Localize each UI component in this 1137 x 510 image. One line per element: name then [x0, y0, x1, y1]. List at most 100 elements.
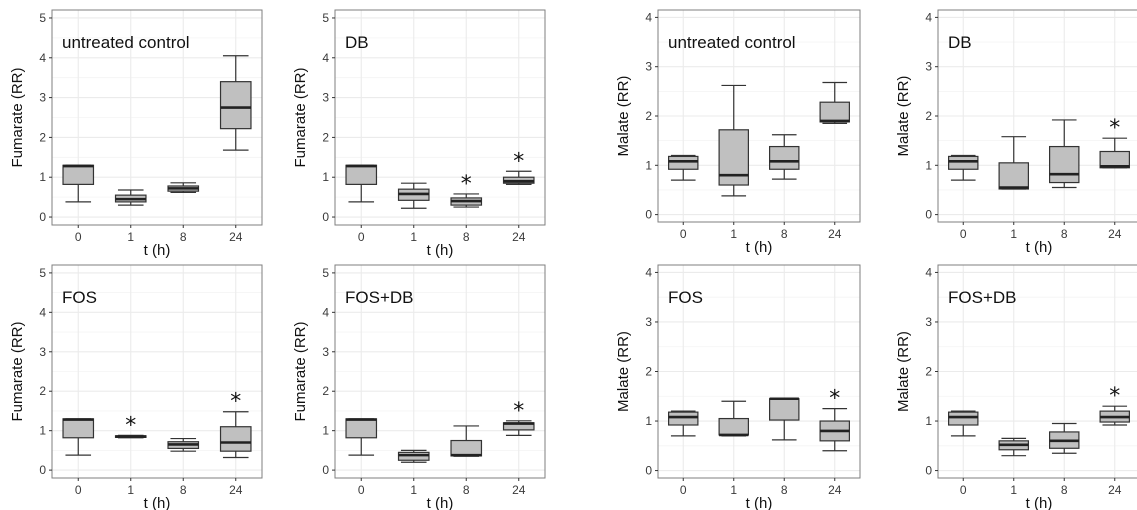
x-axis-label: t (h) [144, 495, 171, 510]
y-tick-label: 5 [322, 11, 329, 25]
y-axis-label: Fumarate (RR) [292, 67, 309, 167]
box-0 [345, 418, 378, 456]
x-tick-label: 24 [828, 227, 842, 241]
box-8 [769, 134, 800, 180]
y-tick-label: 0 [39, 210, 46, 224]
panel-border [334, 264, 546, 479]
box-0 [668, 154, 699, 181]
y-tick-label: 4 [322, 305, 329, 319]
box-iqr [62, 164, 95, 185]
box-iqr [450, 439, 483, 457]
box-1 [718, 84, 749, 197]
y-tick-label: 3 [39, 345, 46, 359]
x-axis-label: t (h) [1026, 495, 1053, 510]
y-tick-label: 2 [645, 109, 652, 123]
y-tick-label: 4 [645, 10, 652, 24]
chart-panel: * DB 0 1 2 3 4 0 1 8 24 t (h) Malate (RR) [895, 9, 1137, 256]
box-1 [397, 182, 430, 209]
box-iqr [769, 145, 800, 170]
y-axis-label: Fumarate (RR) [9, 321, 26, 421]
significance-star: * [1109, 384, 1120, 409]
y-tick-label: 3 [322, 345, 329, 359]
y-tick-label: 4 [39, 51, 46, 65]
box-24: * [819, 387, 850, 452]
box-8 [450, 425, 483, 457]
y-tick-label: 3 [925, 60, 932, 74]
y-axis-label: Malate (RR) [615, 331, 632, 412]
box-1 [718, 400, 749, 437]
y-tick-label: 2 [39, 384, 46, 398]
y-tick-label: 1 [925, 158, 932, 172]
y-tick-label: 2 [925, 365, 932, 379]
box-iqr [819, 101, 850, 123]
x-tick-label: 0 [960, 227, 967, 241]
box-24: * [502, 149, 535, 185]
significance-star: * [230, 390, 241, 415]
chart-panel: * * FOS 0 1 2 3 4 5 0 1 8 24 t (h) Fumarate (RR) [9, 264, 263, 510]
y-tick-label: 0 [925, 464, 932, 478]
panel-title: untreated control [668, 33, 796, 52]
y-axis-label: Fumarate (RR) [292, 321, 309, 421]
x-tick-label: 8 [180, 230, 187, 244]
significance-star: * [1109, 116, 1120, 141]
panel-title: untreated control [62, 33, 190, 52]
box-8 [167, 182, 200, 193]
x-tick-label: 1 [410, 483, 417, 497]
x-tick-label: 8 [781, 227, 788, 241]
x-axis-label: t (h) [427, 495, 454, 510]
x-tick-label: 8 [781, 483, 788, 497]
x-tick-label: 0 [358, 483, 365, 497]
y-tick-label: 2 [322, 130, 329, 144]
panel-title: FOS [668, 288, 703, 307]
y-tick-label: 4 [322, 51, 329, 65]
box-8 [167, 437, 200, 452]
box-8 [1049, 422, 1080, 454]
box-1 [397, 449, 430, 463]
y-tick-label: 5 [322, 266, 329, 280]
significance-star: * [125, 413, 136, 438]
significance-star: * [513, 399, 524, 424]
box-iqr [718, 417, 749, 436]
box-iqr [345, 164, 378, 185]
x-axis-label: t (h) [746, 495, 773, 510]
x-tick-label: 24 [1108, 227, 1122, 241]
x-tick-label: 1 [1010, 227, 1017, 241]
x-axis-label: t (h) [144, 242, 171, 259]
chart-panel: * FOS+DB 0 1 2 3 4 5 0 1 8 24 t (h) Fumarate (RR) [292, 264, 546, 510]
y-axis-label: Malate (RR) [615, 76, 632, 157]
x-tick-label: 1 [1010, 483, 1017, 497]
box-iqr [1049, 145, 1080, 184]
y-tick-label: 4 [925, 10, 932, 24]
box-iqr [948, 411, 979, 426]
significance-star: * [461, 172, 472, 197]
box-24: * [1099, 116, 1130, 169]
x-tick-label: 24 [512, 230, 526, 244]
y-tick-label: 0 [39, 463, 46, 477]
y-tick-label: 3 [645, 60, 652, 74]
box-iqr [219, 426, 252, 452]
y-axis-label: Malate (RR) [895, 76, 912, 157]
box-iqr [668, 155, 699, 170]
chart-panel: * * DB 0 1 2 3 4 5 0 1 8 24 t (h) Fumarate (RR) [292, 9, 546, 259]
box-1 [998, 136, 1029, 190]
panel-border [51, 264, 263, 479]
panel-title: DB [345, 33, 369, 52]
box-0 [948, 410, 979, 437]
y-tick-label: 1 [645, 158, 652, 172]
panel-title: FOS+DB [345, 288, 414, 307]
y-tick-label: 0 [925, 208, 932, 222]
y-tick-label: 3 [925, 315, 932, 329]
y-tick-label: 4 [645, 265, 652, 279]
x-tick-label: 0 [960, 483, 967, 497]
significance-star: * [513, 149, 524, 174]
box-0 [948, 154, 979, 181]
box-iqr [62, 418, 95, 439]
x-tick-label: 24 [1108, 483, 1122, 497]
x-tick-label: 8 [463, 230, 470, 244]
x-tick-label: 1 [730, 483, 737, 497]
box-0 [62, 418, 95, 456]
x-tick-label: 8 [180, 483, 187, 497]
x-axis-label: t (h) [427, 242, 454, 259]
x-tick-label: 0 [680, 483, 687, 497]
y-tick-label: 2 [39, 130, 46, 144]
